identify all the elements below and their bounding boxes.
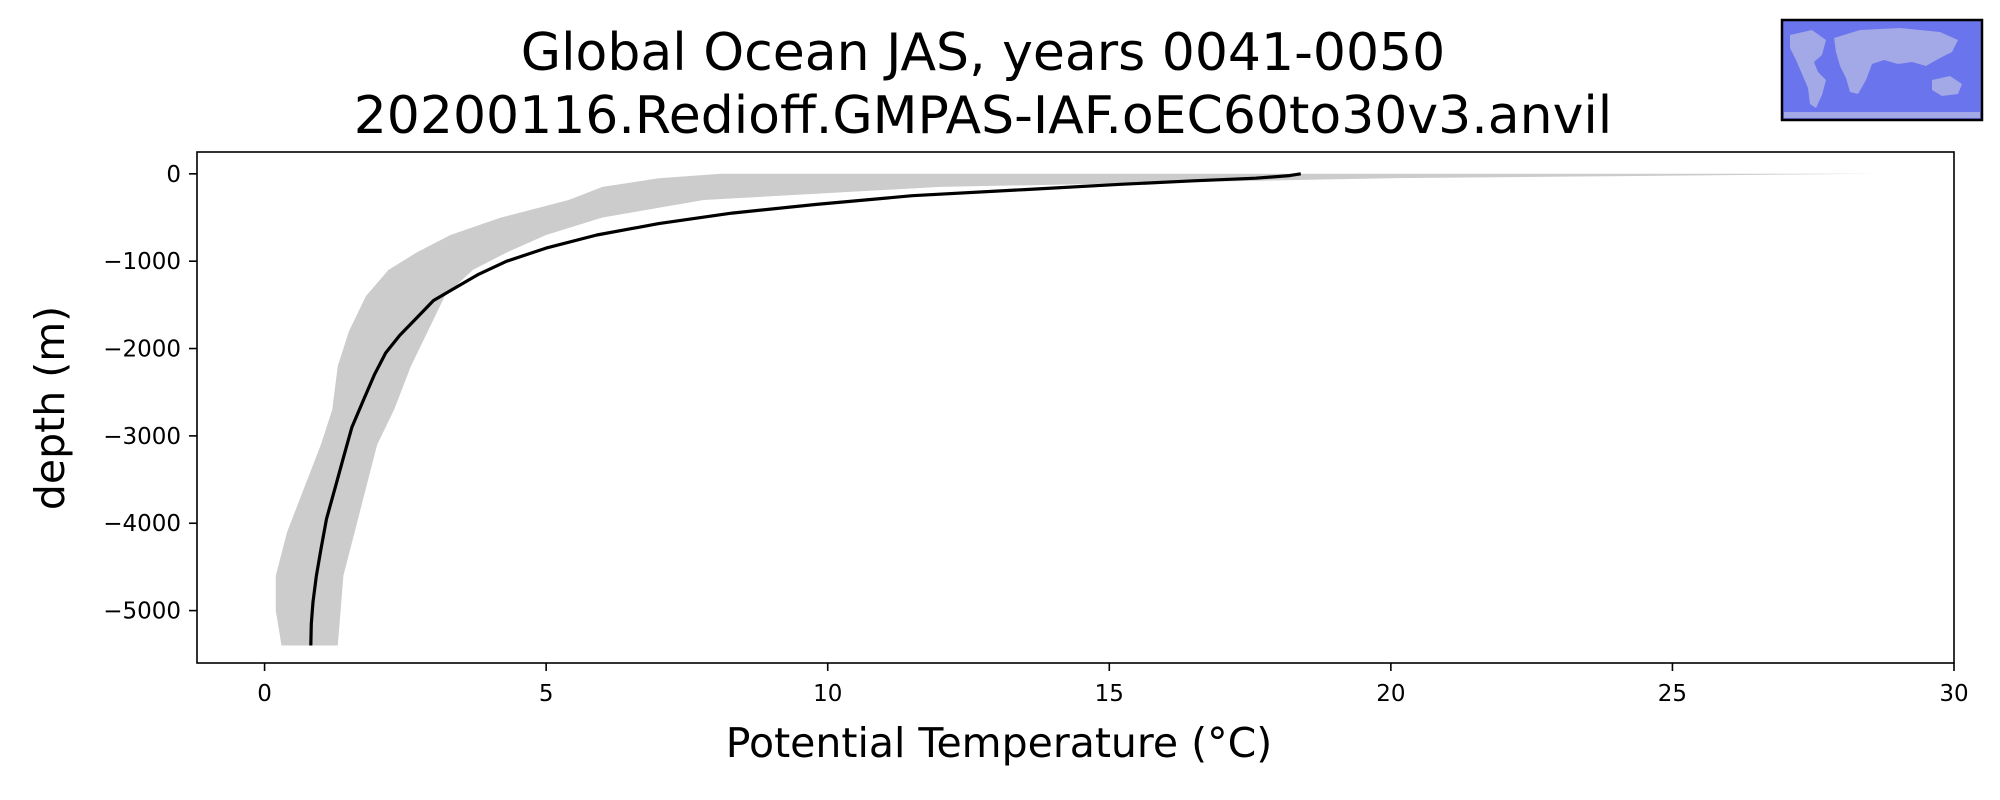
world-map-inset <box>1780 18 1984 122</box>
x-tick-label: 20 <box>1376 681 1405 707</box>
map-landmass-americas <box>1790 30 1826 108</box>
y-tick-label: −3000 <box>103 424 181 450</box>
y-tick-label: −5000 <box>103 599 181 625</box>
profile-line <box>309 172 1302 646</box>
x-tick-label: 5 <box>539 681 554 707</box>
map-landmass-antarctica <box>1784 112 1980 118</box>
map-frame <box>1780 18 1984 122</box>
x-tick-label: 30 <box>1939 681 1968 707</box>
x-tick-label: 25 <box>1658 681 1687 707</box>
x-tick-label: 0 <box>257 681 272 707</box>
y-tick-label: −2000 <box>103 337 181 363</box>
chart-subtitle: 20200116.Redioff.GMPAS-IAF.oEC60to30v3.a… <box>354 86 1613 146</box>
map-landmass-australia <box>1932 76 1962 96</box>
y-axis: 0 −1000 −2000 −3000 −4000 −5000 <box>103 162 197 625</box>
y-axis-label: depth (m) <box>26 306 74 510</box>
x-axis-label: Potential Temperature (°C) <box>726 719 1273 767</box>
axes-frame <box>196 151 1955 664</box>
x-axis: 0 5 10 15 20 25 30 <box>257 663 1969 707</box>
map-land <box>1784 28 1980 118</box>
x-tick-label: 10 <box>813 681 842 707</box>
y-tick-label: −4000 <box>103 511 181 537</box>
x-tick-label: 15 <box>1095 681 1124 707</box>
plot-area <box>196 151 1955 664</box>
y-tick-label: 0 <box>166 162 181 188</box>
chart-title: Global Ocean JAS, years 0041-0050 <box>521 23 1445 83</box>
map-landmass-africa-eurasia <box>1834 28 1958 94</box>
y-tick-label: −1000 <box>103 249 181 275</box>
